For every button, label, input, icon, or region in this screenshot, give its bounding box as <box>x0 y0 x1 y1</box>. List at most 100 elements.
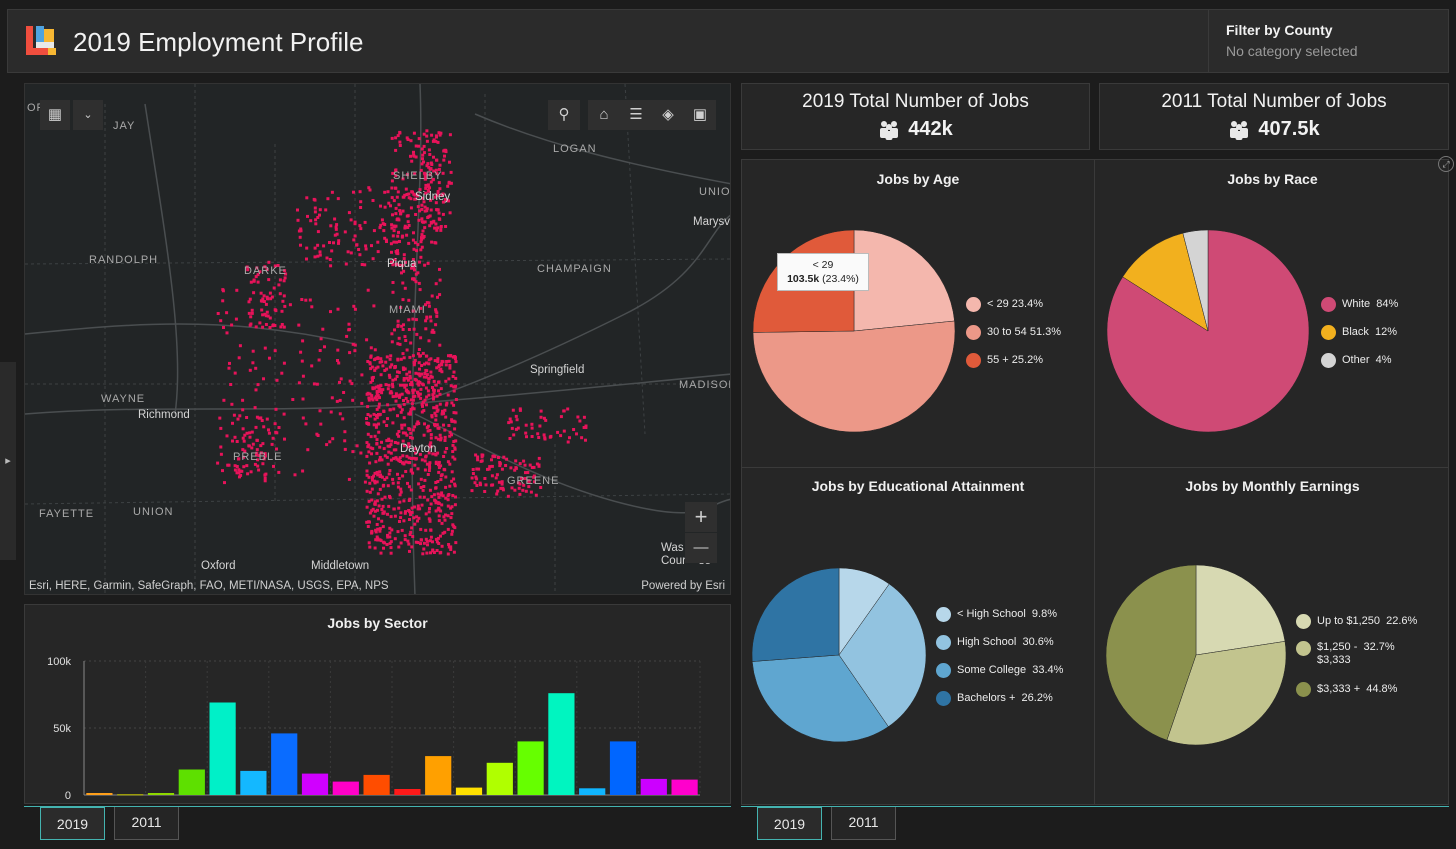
legend-item[interactable]: High School 30.6% <box>936 628 1063 656</box>
density-dot <box>250 446 254 450</box>
density-dot <box>394 456 398 460</box>
sector-bar[interactable] <box>271 733 298 795</box>
sector-bar[interactable] <box>178 769 205 796</box>
tab-2011-left[interactable]: 2011 <box>114 806 179 840</box>
density-dot <box>533 480 536 484</box>
density-dot <box>413 241 417 245</box>
density-dot <box>394 212 398 216</box>
density-dot <box>379 551 383 555</box>
pie-slice-black[interactable] <box>1122 232 1209 332</box>
tab-2019-left[interactable]: 2019 <box>40 806 105 840</box>
pie-slice--3-333-[interactable] <box>1105 564 1197 741</box>
density-dot <box>436 358 440 362</box>
pie-slice-bachelors-[interactable] <box>751 567 840 662</box>
layers-icon[interactable]: ◈ <box>652 100 684 130</box>
expand-panel-button[interactable]: ▸ <box>0 362 16 560</box>
sector-bar[interactable] <box>301 773 329 795</box>
density-dot <box>353 234 357 238</box>
chevron-down-icon[interactable]: ⌄ <box>73 100 103 130</box>
sector-bar[interactable] <box>486 762 513 795</box>
density-dot <box>299 350 303 354</box>
sector-bar[interactable] <box>517 741 544 795</box>
sector-bar[interactable] <box>548 693 575 795</box>
legend-item[interactable]: < High School 9.8% <box>936 600 1063 628</box>
density-dot <box>425 301 429 305</box>
sector-bar[interactable] <box>209 702 236 796</box>
density-dot <box>235 465 239 468</box>
powered-by-esri-link[interactable]: Powered by Esri <box>641 580 725 592</box>
fullscreen-icon[interactable]: ⤢ <box>1438 156 1454 172</box>
legend-item[interactable]: 30 to 54 51.3% <box>966 318 1061 346</box>
density-dot <box>236 417 240 421</box>
legend-item[interactable]: Some College 33.4% <box>936 656 1063 684</box>
density-dot <box>245 431 249 435</box>
pie-slice-white[interactable] <box>1106 229 1310 433</box>
legend-item[interactable]: Black 12% <box>1321 318 1398 346</box>
tab-2011-right[interactable]: 2011 <box>831 806 896 840</box>
sector-bar[interactable] <box>579 788 606 795</box>
density-dot <box>417 281 421 285</box>
sector-bar[interactable] <box>363 774 390 795</box>
density-dot <box>306 448 310 452</box>
sector-bar[interactable] <box>332 781 359 795</box>
home-icon[interactable]: ⌂ <box>588 100 620 130</box>
zoom-in-button[interactable]: + <box>685 502 717 532</box>
map-attribution[interactable]: Esri, HERE, Garmin, SafeGraph, FAO, METI… <box>29 580 389 592</box>
density-dot <box>535 462 539 466</box>
density-dot <box>251 349 255 353</box>
search-icon[interactable]: ⚲ <box>548 100 580 130</box>
sector-bar[interactable] <box>609 741 637 795</box>
sector-bar[interactable] <box>640 778 667 795</box>
basemap-toggle-icon[interactable]: ▦ <box>40 100 70 130</box>
density-dot <box>398 405 402 409</box>
legend-item[interactable]: Bachelors + 26.2% <box>936 684 1063 712</box>
sector-bar[interactable] <box>147 793 175 795</box>
legend-item[interactable]: Up to $1,250 22.6% <box>1296 607 1417 635</box>
density-dot <box>452 370 456 374</box>
map-view[interactable]: ORD JAY LOGAN UNION RANDOLPH DARKE CHAMP… <box>24 83 731 595</box>
pie-slice-high-school[interactable] <box>838 583 927 727</box>
legend-list-icon[interactable]: ☰ <box>620 100 652 130</box>
zoom-out-button[interactable]: — <box>685 533 717 563</box>
tab-2019-right[interactable]: 2019 <box>757 806 822 840</box>
sector-bar[interactable] <box>117 794 144 796</box>
legend-item[interactable]: $3,333 + 44.8% <box>1296 675 1417 703</box>
sector-bar[interactable] <box>86 793 113 795</box>
density-dot <box>408 461 412 465</box>
density-dot <box>411 309 415 313</box>
legend-item[interactable]: < 29 23.4% <box>966 290 1061 318</box>
pie-slice--1-250-3-333[interactable] <box>1166 641 1287 746</box>
pie-slice-other[interactable] <box>1182 229 1209 332</box>
density-dot <box>299 243 302 247</box>
pie-slice-30-to-54[interactable] <box>752 320 956 433</box>
density-dot <box>407 192 411 196</box>
sector-bar[interactable] <box>671 779 698 795</box>
density-dot <box>414 144 418 148</box>
density-dot <box>225 331 229 335</box>
sector-bar[interactable] <box>455 787 483 795</box>
legend-item[interactable]: $1,250 - 32.7% $3,333 <box>1296 635 1417 675</box>
density-dot <box>417 361 421 365</box>
density-dot <box>394 224 398 228</box>
density-dot <box>391 171 395 175</box>
density-dot <box>428 463 431 467</box>
pie-slice-some-college[interactable] <box>751 654 889 743</box>
basemap-gallery-icon[interactable]: ▣ <box>684 100 716 130</box>
pie-slice--29[interactable] <box>853 229 955 332</box>
sector-bar[interactable] <box>240 770 267 795</box>
county-filter[interactable]: Filter by County No category selected <box>1208 10 1449 72</box>
density-dot <box>279 325 283 329</box>
legend-item[interactable]: Other 4% <box>1321 346 1398 374</box>
density-dot <box>389 242 393 246</box>
legend-item[interactable]: 55 + 25.2% <box>966 346 1061 374</box>
density-dot <box>437 463 440 467</box>
age-tooltip: < 29 103.5k (23.4%) <box>777 253 869 291</box>
sector-bar[interactable] <box>394 789 421 795</box>
density-dot <box>387 472 391 476</box>
density-dot <box>409 197 413 201</box>
density-dot <box>434 509 438 513</box>
density-dot <box>425 369 429 373</box>
legend-item[interactable]: White 84% <box>1321 290 1398 318</box>
pie-slice-up-to-1-250[interactable] <box>1195 564 1286 656</box>
sector-bar[interactable] <box>425 756 452 795</box>
